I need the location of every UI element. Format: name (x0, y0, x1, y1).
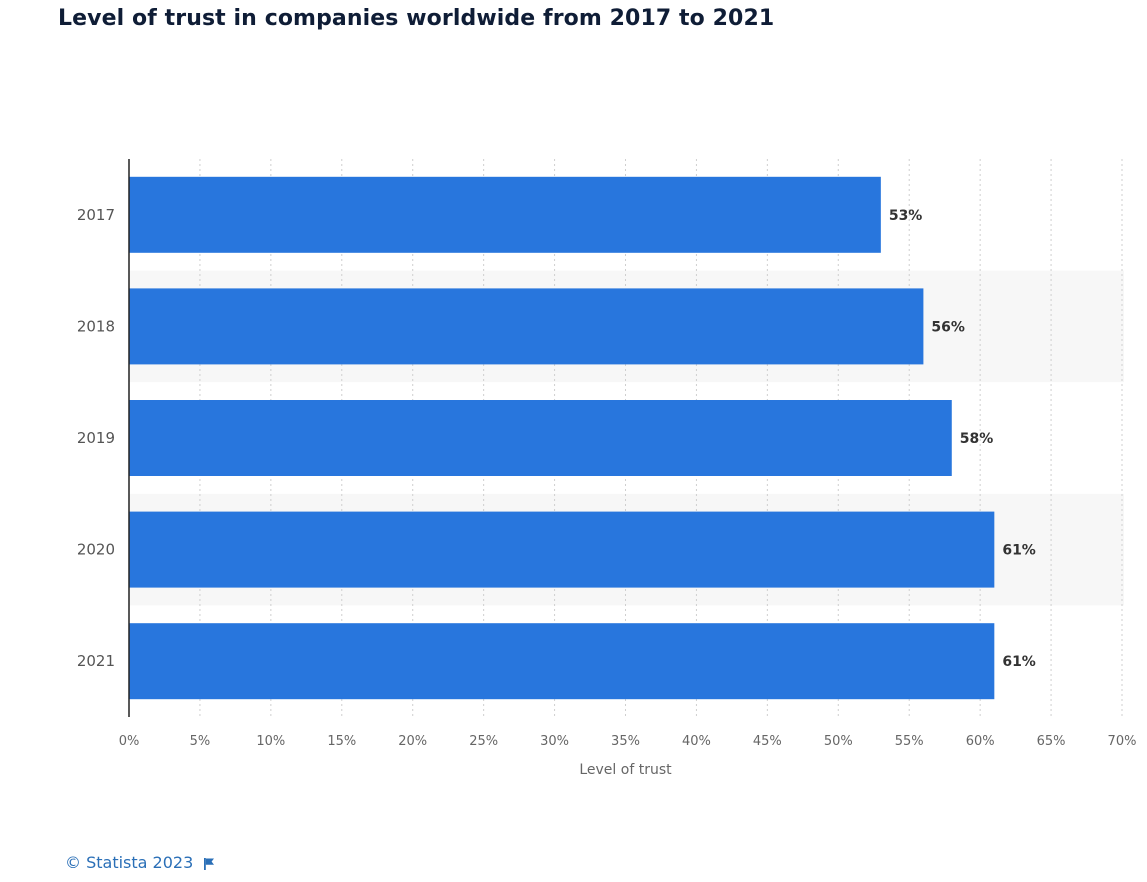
x-tick-label: 35% (611, 734, 640, 749)
bar-chart: 53% 56% 58% 61% 61% 2017 2018 2019 2020 2021 0% 5… (77, 159, 1137, 778)
category-label: 2017 (77, 206, 115, 224)
bar[interactable] (129, 511, 995, 588)
x-tick-label: 15% (327, 734, 356, 749)
bar[interactable] (129, 623, 995, 700)
value-labels: 53% 56% 58% 61% 61% (889, 208, 1036, 670)
category-label: 2021 (77, 652, 115, 670)
flag-icon[interactable] (203, 856, 215, 870)
x-tick-label: 55% (895, 734, 924, 749)
x-tick-label: 30% (540, 734, 569, 749)
x-tick-label: 70% (1108, 734, 1137, 749)
x-tick-label: 50% (824, 734, 853, 749)
statista-credit-link[interactable]: © Statista 2023 (65, 853, 194, 872)
bar-value-label: 58% (960, 431, 994, 447)
x-tick-label: 45% (753, 734, 782, 749)
category-labels: 2017 2018 2019 2020 2021 (77, 206, 115, 670)
x-tick-labels: 0% 5% 10% 15% 20% 25% 30% 35% 40% 45% 50% 55% 60% 65%… (119, 734, 1137, 749)
x-tick-label: 20% (398, 734, 427, 749)
bar-value-label: 61% (1002, 654, 1036, 670)
category-label: 2018 (77, 317, 115, 335)
bar[interactable] (129, 176, 881, 253)
bar-value-label: 61% (1002, 543, 1036, 559)
footer: © Statista 2023 (65, 853, 215, 872)
chart-title: Level of trust in companies worldwide fr… (58, 6, 775, 31)
bars (129, 176, 995, 700)
x-tick-label: 10% (256, 734, 285, 749)
bar[interactable] (129, 288, 924, 365)
x-tick-label: 0% (119, 734, 140, 749)
category-label: 2019 (77, 429, 115, 447)
x-tick-label: 25% (469, 734, 498, 749)
bar[interactable] (129, 400, 952, 476)
bar-value-label: 53% (889, 208, 923, 224)
category-label: 2020 (77, 541, 115, 559)
x-tick-label: 60% (966, 734, 995, 749)
bar-value-label: 56% (931, 319, 965, 335)
x-axis-title: Level of trust (579, 762, 672, 778)
x-tick-label: 65% (1037, 734, 1066, 749)
x-tick-label: 5% (190, 734, 211, 749)
x-tick-label: 40% (682, 734, 711, 749)
